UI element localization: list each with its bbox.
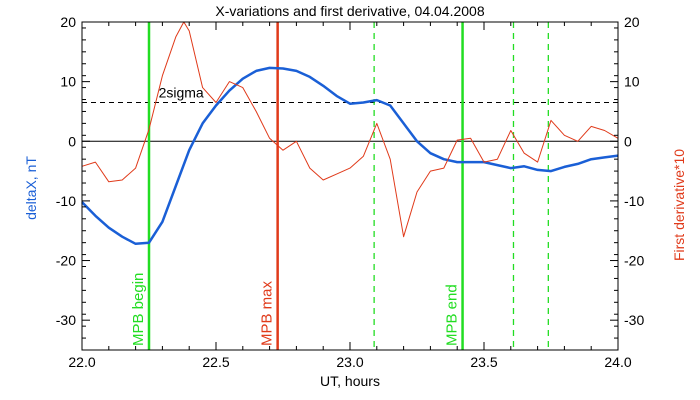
x-tick-label: 23.0 [336,354,363,370]
y-tick-label-right: 10 [624,74,640,90]
y-tick-label-left: 10 [60,74,76,90]
y-tick-label-right: -20 [624,253,644,269]
y-tick-label-left: -20 [56,253,76,269]
y-tick-label-right: -30 [624,312,644,328]
y-tick-label-right: 20 [624,14,640,30]
plot-frame [81,21,619,351]
y-axis-left-label: deltaX, nT [23,156,39,220]
y-tick-label-left: -30 [56,312,76,328]
x-tick-label: 22.5 [202,354,229,370]
x-tick-label: 24.0 [604,354,631,370]
y-tick-label-left: 0 [68,133,76,149]
y-tick-label-left: 20 [60,14,76,30]
threshold-label: 2sigma [159,85,204,101]
marker-label: MPB end [444,284,461,346]
y-tick-label-right: -10 [624,193,644,209]
chart-title: X-variations and first derivative, 04.04… [215,3,484,19]
x-tick-label: 23.5 [470,354,497,370]
series-line-derivative [81,21,619,238]
plot-area: 2sigma MPB begin MPB max MPB end -30 -30 -20 -2… [56,14,645,370]
marker-label: MPB max [259,280,276,346]
series-line-deltax [81,66,619,246]
y-tick-label-right: 0 [624,133,632,149]
x-axis-label: UT, hours [320,373,380,389]
x-tick-label: 22.0 [68,354,95,370]
marker-label: MPB begin [130,273,147,346]
y-axis-right-label: First derivative*10 [671,149,687,261]
y-tick-label-left: -10 [56,193,76,209]
